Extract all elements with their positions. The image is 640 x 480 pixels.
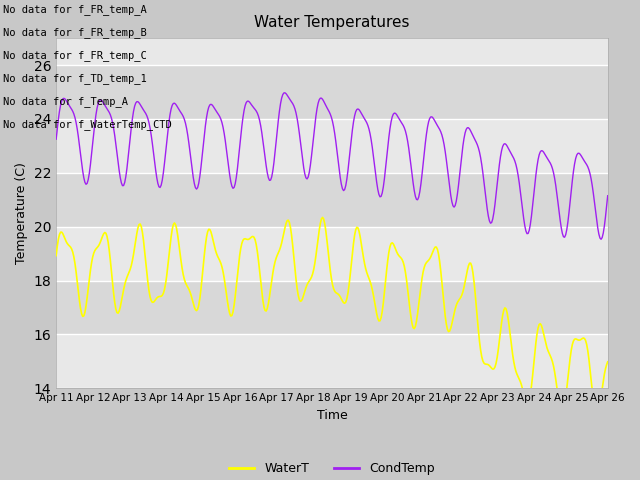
- Text: No data for f_Temp_A: No data for f_Temp_A: [3, 96, 128, 107]
- WaterT: [317, 216, 325, 222]
- WaterT: [506, 324, 513, 330]
- WaterT: [352, 227, 360, 233]
- CondTemp: [597, 236, 605, 242]
- WaterT: [314, 236, 322, 241]
- Text: No data for f_WaterTemp_CTD: No data for f_WaterTemp_CTD: [3, 119, 172, 130]
- CondTemp: [381, 166, 389, 172]
- Legend: WaterT, CondTemp: WaterT, CondTemp: [224, 457, 440, 480]
- Line: CondTemp: CondTemp: [56, 93, 608, 239]
- CondTemp: [604, 193, 612, 199]
- Text: No data for f_FR_temp_B: No data for f_FR_temp_B: [3, 27, 147, 38]
- Bar: [56, 335, 608, 388]
- CondTemp: [506, 147, 513, 153]
- CondTemp: [592, 208, 600, 214]
- Bar: [56, 173, 608, 227]
- Bar: [56, 119, 608, 173]
- WaterT: [604, 359, 612, 365]
- Text: No data for f_TD_temp_1: No data for f_TD_temp_1: [3, 73, 147, 84]
- Bar: [56, 227, 608, 281]
- Bar: [56, 281, 608, 335]
- WaterT: [592, 410, 600, 416]
- Title: Water Temperatures: Water Temperatures: [254, 15, 410, 30]
- Line: WaterT: WaterT: [56, 217, 608, 415]
- WaterT: [593, 412, 600, 418]
- WaterT: [381, 278, 389, 284]
- WaterT: [52, 253, 60, 259]
- Text: No data for f_FR_temp_A: No data for f_FR_temp_A: [3, 4, 147, 15]
- Bar: [56, 65, 608, 119]
- CondTemp: [352, 109, 360, 115]
- CondTemp: [316, 97, 323, 103]
- Y-axis label: Temperature (C): Temperature (C): [15, 162, 28, 264]
- Text: No data for f_FR_temp_C: No data for f_FR_temp_C: [3, 50, 147, 61]
- CondTemp: [281, 90, 289, 96]
- WaterT: [319, 215, 326, 220]
- X-axis label: Time: Time: [317, 409, 348, 422]
- CondTemp: [52, 136, 60, 142]
- CondTemp: [319, 96, 326, 102]
